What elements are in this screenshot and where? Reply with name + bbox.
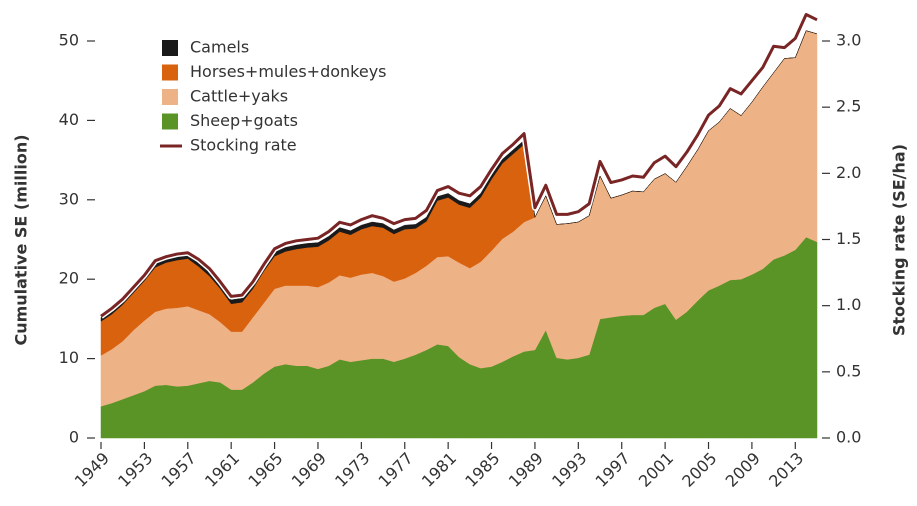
y-tick-label: 50	[59, 31, 79, 50]
x-tick-label: 1993	[548, 449, 590, 491]
x-tick-label: 2013	[765, 449, 807, 491]
y2-tick-label: 1.0	[836, 295, 861, 314]
legend-swatch	[162, 113, 178, 130]
y2-axis-title: Stocking rate (SE/ha)	[890, 144, 909, 336]
y-tick-label: 10	[59, 348, 79, 367]
x-tick-label: 1985	[461, 449, 503, 491]
x-tick-label: 1965	[244, 449, 286, 491]
x-tick-label: 1989	[505, 449, 547, 491]
y2-tick-label: 2.5	[836, 97, 861, 116]
y-tick-label: 40	[59, 110, 79, 129]
y2-tick-label: 0.0	[836, 428, 861, 447]
y2-tick-label: 2.0	[836, 163, 861, 182]
x-tick-label: 1973	[331, 449, 373, 491]
x-tick-label: 1969	[288, 449, 330, 491]
x-tick-label: 1977	[375, 449, 417, 491]
y-axis-title: Cumulative SE (million)	[12, 134, 31, 345]
legend-label: Stocking rate	[190, 136, 297, 155]
y-tick-label: 30	[59, 189, 79, 208]
y2-tick-label: 3.0	[836, 31, 861, 50]
x-tick-label: 1949	[71, 449, 113, 491]
x-tick-label: 1961	[201, 449, 243, 491]
x-tick-label: 2009	[722, 449, 764, 491]
legend-label: Camels	[190, 38, 249, 57]
y-tick-label: 0	[69, 428, 79, 447]
x-tick-label: 2001	[635, 449, 677, 491]
x-tick-label: 1953	[114, 449, 156, 491]
x-tick-label: 1957	[158, 449, 200, 491]
legend-label: Sheep+goats	[190, 111, 298, 130]
x-tick-label: 2005	[678, 449, 720, 491]
y2-tick-label: 0.5	[836, 361, 861, 380]
x-tick-label: 1981	[418, 449, 460, 491]
area	[100, 30, 818, 322]
legend-label: Horses+mules+donkeys	[190, 62, 387, 81]
y-tick-label: 20	[59, 269, 79, 288]
legend-swatch	[162, 64, 178, 81]
x-tick-label: 1997	[592, 449, 634, 491]
legend-label: Cattle+yaks	[190, 87, 288, 106]
legend-swatch	[162, 40, 178, 56]
y2-tick-label: 1.5	[836, 229, 861, 248]
line	[100, 13, 818, 318]
legend-swatch	[162, 89, 178, 105]
